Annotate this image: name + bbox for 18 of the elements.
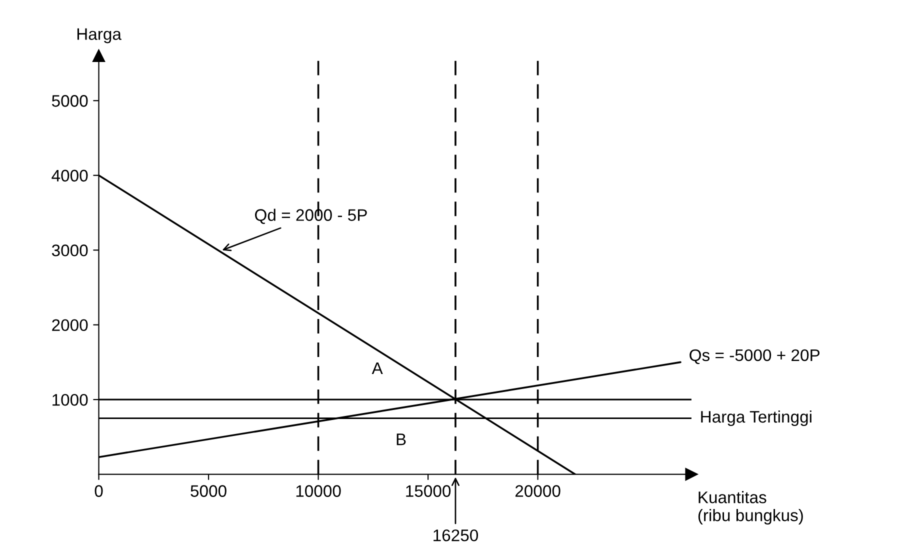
y-tick-label: 3000 <box>52 244 88 256</box>
y-tick-label: 1000 <box>52 394 88 406</box>
y-tick-label: 4000 <box>52 170 88 182</box>
annotation: Qd = 2000 - 5P <box>255 208 367 224</box>
y-tick-label: 5000 <box>52 95 88 107</box>
x-tick-label: 15000 <box>406 485 451 497</box>
x-tick-label: 0 <box>94 485 103 497</box>
annotation: Qs = -5000 + 20P <box>690 349 820 364</box>
annotation: B <box>396 434 406 446</box>
x-axis-title: Kuantitas (ribu bungkus) <box>698 491 803 525</box>
annotation: 16250 <box>434 529 478 542</box>
y-tick-label: 2000 <box>52 319 88 332</box>
x-tick-label: 5000 <box>190 485 226 497</box>
annotation: A <box>372 362 383 374</box>
y-axis-title: Harga <box>77 28 122 44</box>
ref-line-label: Harga Tertinggi <box>701 410 812 426</box>
x-tick-label: 10000 <box>296 485 341 497</box>
x-tick-label: 20000 <box>515 485 560 497</box>
